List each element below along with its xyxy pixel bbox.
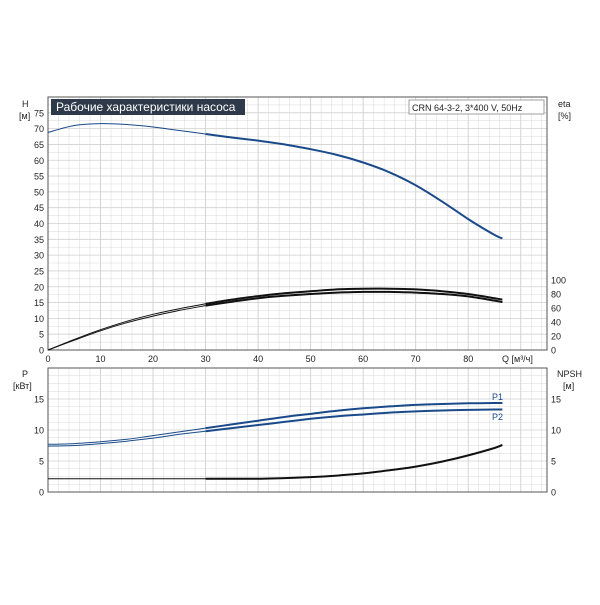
- head-curve-thin: [47, 123, 206, 135]
- y-tick-label: 65: [34, 140, 44, 150]
- npsh-axis-unit: [м]: [563, 381, 574, 391]
- y2-axis-unit: [%]: [558, 111, 571, 121]
- efficiency-curve-2-thin: [47, 305, 206, 351]
- y-tick-label: 50: [34, 187, 44, 197]
- y-tick-label: 15: [34, 298, 44, 308]
- head-curve: [205, 133, 503, 240]
- power-axis-label: P: [22, 369, 28, 379]
- x-tick-label: 60: [358, 354, 368, 364]
- npsh-tick-label: 5: [551, 457, 556, 467]
- efficiency-curve-1-thin: [47, 303, 206, 351]
- y-tick-label: 70: [34, 124, 44, 134]
- x-tick-label: 10: [96, 354, 106, 364]
- npsh-tick-label: 0: [551, 488, 556, 498]
- y-tick-label: 35: [34, 235, 44, 245]
- x-axis-label: Q [м³/ч]: [502, 354, 533, 364]
- npsh-axis-label: NPSH: [557, 369, 582, 379]
- chart-title: Рабочие характеристики насоса: [56, 100, 236, 114]
- y-tick-label: 55: [34, 172, 44, 182]
- y-axis-unit: [м]: [19, 111, 30, 121]
- npsh-tick-label: 15: [551, 395, 561, 405]
- y-tick-label: 60: [34, 156, 44, 166]
- x-tick-label: 20: [148, 354, 158, 364]
- y2-tick-label: 20: [551, 332, 561, 342]
- efficiency-curve-1: [205, 287, 503, 305]
- npsh-curve: [205, 443, 503, 480]
- y-tick-label: 30: [34, 251, 44, 261]
- series-label-p2: P2: [492, 412, 503, 422]
- x-tick-label: 80: [463, 354, 473, 364]
- bottom-plot-frame: [47, 367, 548, 493]
- power-curve-p1-thin: [47, 427, 206, 445]
- y2-axis-label: eta: [558, 99, 571, 109]
- y-tick-label: 25: [34, 266, 44, 276]
- y2-tick-label: 60: [551, 304, 561, 314]
- power-curve-p2-thin: [47, 430, 206, 447]
- x-tick-label: 70: [411, 354, 421, 364]
- y-tick-label: 10: [34, 314, 44, 324]
- power-tick-label: 0: [39, 488, 44, 498]
- y2-tick-label: 80: [551, 290, 561, 300]
- power-tick-label: 15: [34, 395, 44, 405]
- y-tick-label: 0: [39, 346, 44, 356]
- y2-tick-label: 0: [551, 346, 556, 356]
- power-tick-label: 5: [39, 457, 44, 467]
- efficiency-curve-2: [205, 290, 503, 307]
- subtitle-box: [408, 99, 545, 115]
- y-tick-label: 40: [34, 219, 44, 229]
- power-tick-label: 10: [34, 426, 44, 436]
- title-background: [51, 99, 245, 115]
- top-plot-frame: [47, 96, 548, 351]
- y-tick-label: 5: [39, 330, 44, 340]
- y-axis-label: H: [22, 99, 29, 109]
- x-tick-label: 50: [306, 354, 316, 364]
- power-curve-p1: [205, 402, 503, 430]
- power-axis-unit: [кВт]: [13, 381, 32, 391]
- chart-subtitle: CRN 64-3-2, 3*400 V, 50Hz: [412, 103, 523, 113]
- y-tick-label: 75: [34, 108, 44, 118]
- x-tick-label: 0: [45, 354, 50, 364]
- y-tick-label: 20: [34, 282, 44, 292]
- power-curve-p2: [205, 408, 503, 433]
- npsh-tick-label: 10: [551, 426, 561, 436]
- x-tick-label: 40: [253, 354, 263, 364]
- series-label-p1: P1: [492, 392, 503, 402]
- y2-tick-label: 40: [551, 318, 561, 328]
- y2-tick-label: 100: [551, 276, 566, 286]
- y-tick-label: 45: [34, 203, 44, 213]
- x-tick-label: 30: [201, 354, 211, 364]
